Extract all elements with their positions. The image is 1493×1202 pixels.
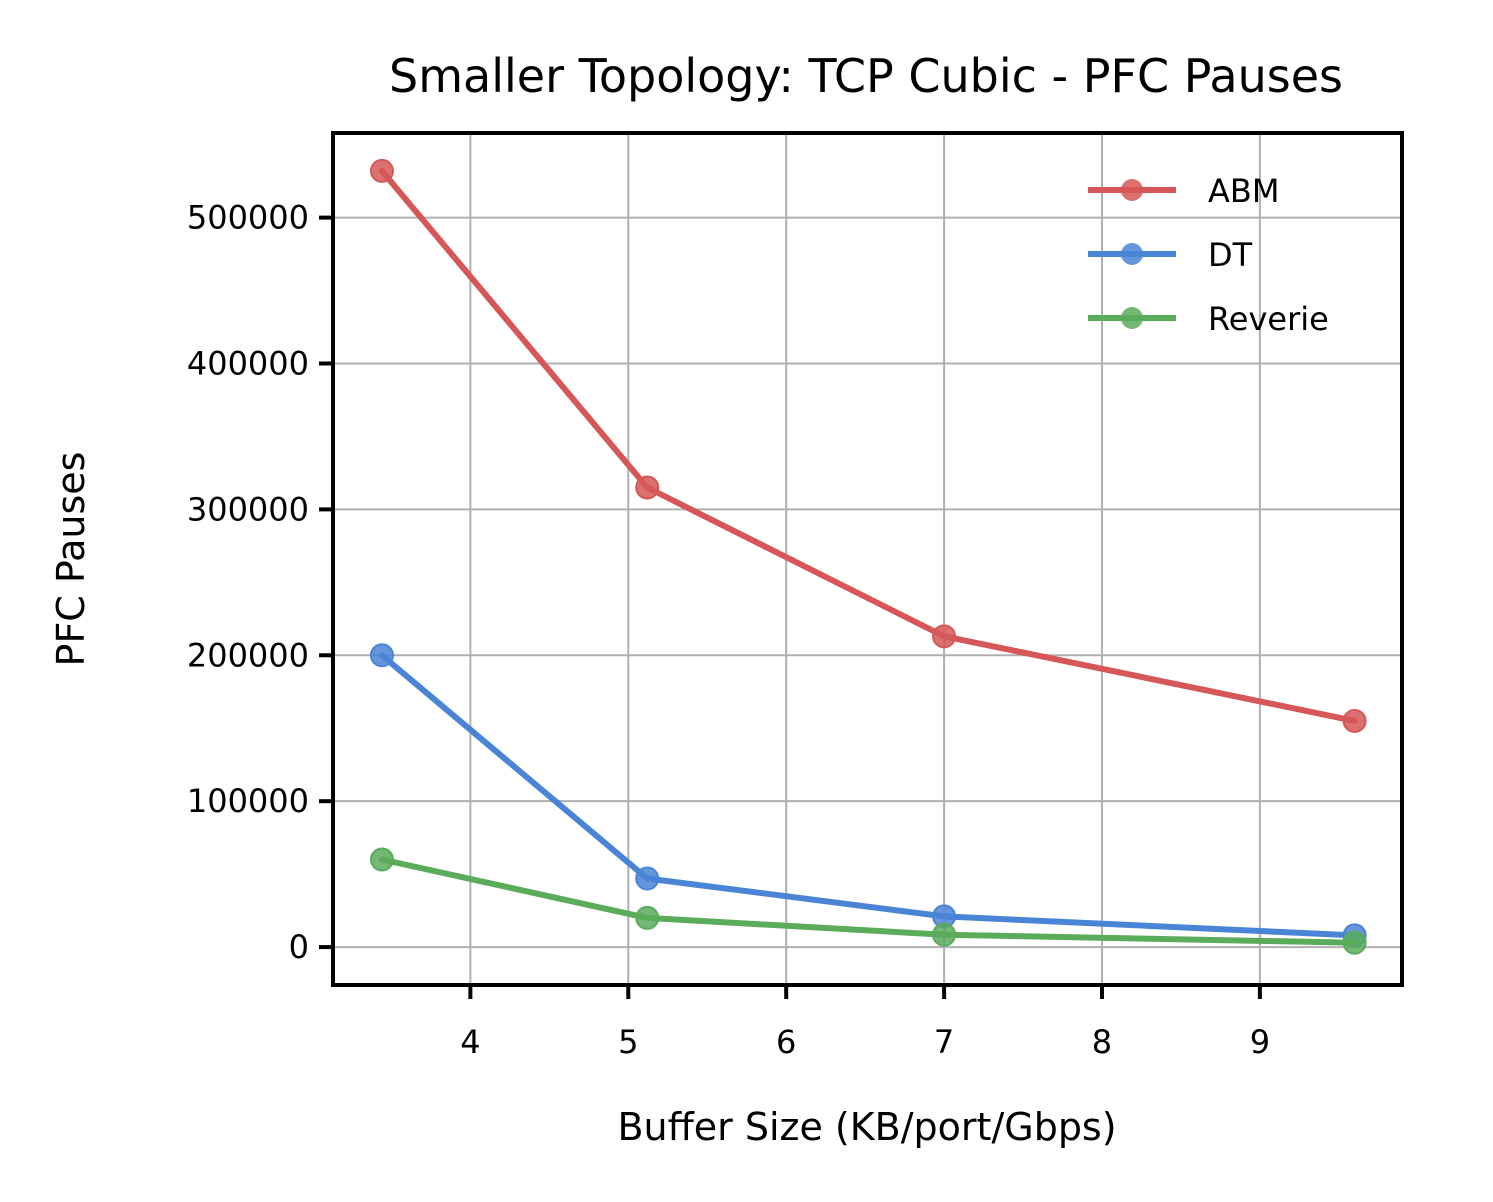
data-point-reverie [1342, 930, 1367, 955]
x-tick-label: 6 [776, 1023, 796, 1061]
y-tick-label: 100000 [187, 782, 309, 820]
data-point-reverie [932, 922, 957, 947]
y-tick-label: 400000 [187, 345, 309, 383]
series-layer [369, 158, 1367, 955]
plot-frame [331, 131, 1404, 987]
x-tick-label: 7 [934, 1023, 954, 1061]
x-axis-label: Buffer Size (KB/port/Gbps) [617, 1105, 1116, 1149]
legend-label-reverie: Reverie [1208, 300, 1329, 338]
data-point-abm [635, 475, 660, 500]
x-tick-label: 9 [1250, 1023, 1270, 1061]
legend-marker-reverie [1121, 307, 1143, 329]
legend-marker-dt [1121, 243, 1143, 265]
x-tick-label: 8 [1092, 1023, 1112, 1061]
series-line-abm [378, 167, 1358, 724]
legend: ABM DT Reverie [1088, 172, 1329, 338]
grid [333, 133, 1402, 985]
x-tick-label: 5 [618, 1023, 638, 1061]
chart-title: Smaller Topology: TCP Cubic - PFC Pauses [389, 49, 1343, 103]
series-line-reverie [378, 856, 1358, 946]
y-axis-label: PFC Pauses [49, 452, 93, 667]
data-point-abm [932, 624, 957, 649]
data-point-abm [1342, 708, 1367, 733]
y-tick-label: 0 [289, 928, 309, 966]
x-tick-label: 4 [460, 1023, 480, 1061]
legend-label-abm: ABM [1208, 172, 1279, 210]
legend-marker-abm [1121, 179, 1143, 201]
axis-ticks: 4 5 6 7 8 9 0 100000 200000 300000 400000 500000 [187, 199, 1270, 1061]
data-point-abm [369, 158, 394, 183]
series-line-dt [378, 652, 1358, 939]
data-point-dt [369, 643, 394, 668]
data-point-reverie [369, 847, 394, 872]
y-tick-label: 300000 [187, 490, 309, 528]
legend-label-dt: DT [1208, 236, 1253, 274]
data-point-reverie [635, 905, 660, 930]
y-tick-label: 500000 [187, 199, 309, 237]
data-point-dt [635, 866, 660, 891]
y-tick-label: 200000 [187, 636, 309, 674]
